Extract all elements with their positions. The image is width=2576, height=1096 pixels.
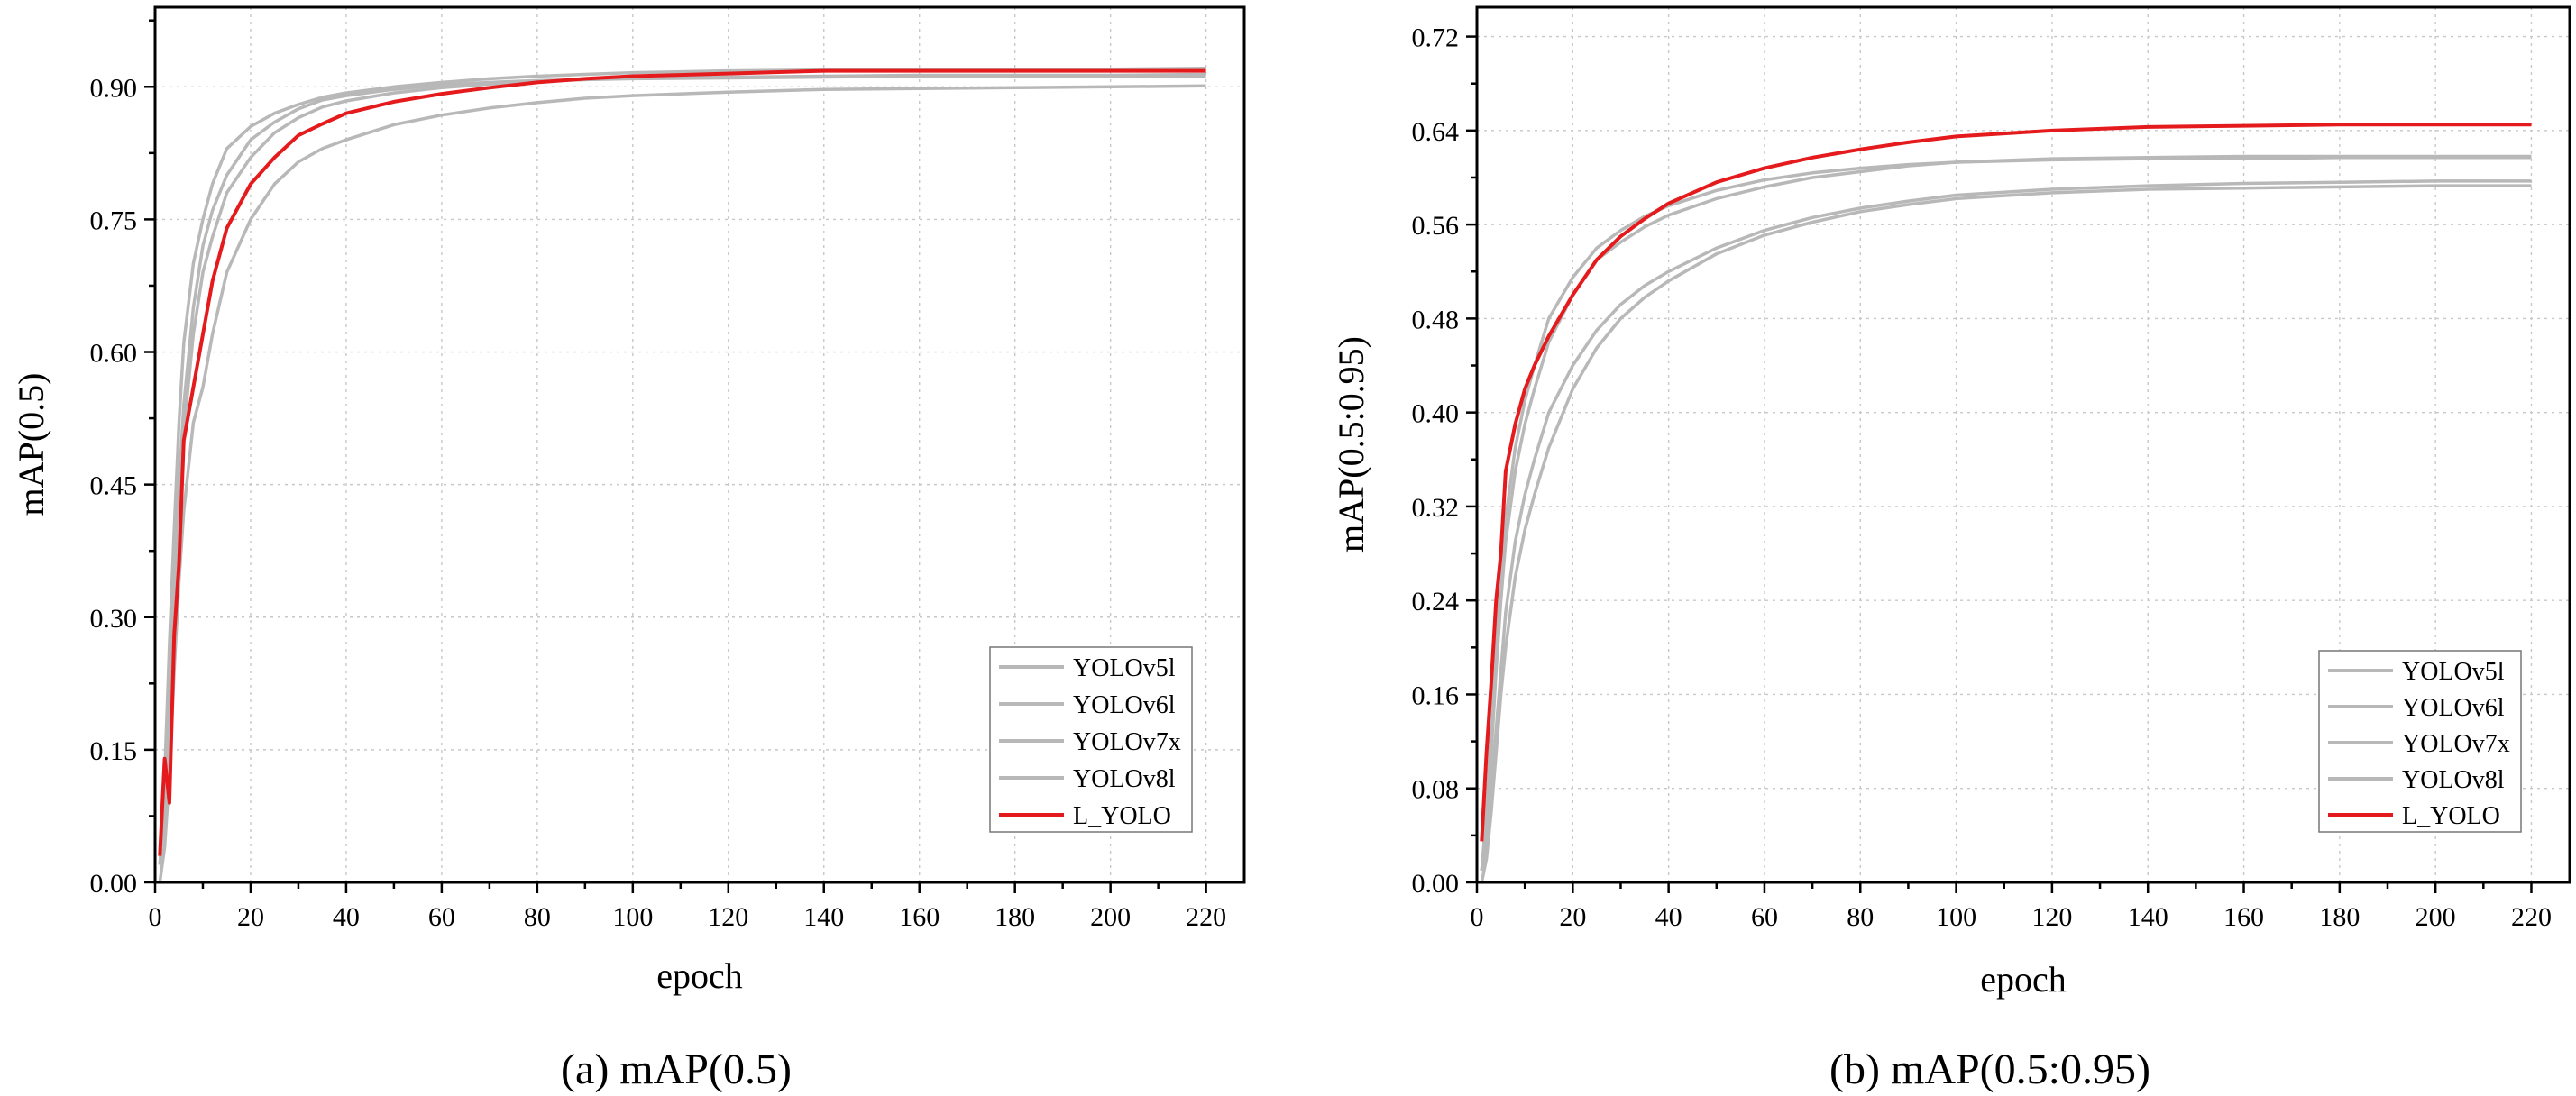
x-tick-label: 160 bbox=[2223, 902, 2264, 932]
y-tick-label: 0.60 bbox=[90, 339, 138, 369]
chart-panel-a: 0 20 40 60 80 100 120 140 160 180 200 220 0.00 0.15 0.… bbox=[11, 5, 1246, 1093]
x-tick-label: 120 bbox=[708, 902, 748, 932]
ticks-a: 0 20 40 60 80 100 120 140 160 180 200 220 0.00 0.15 0.… bbox=[90, 19, 1226, 932]
y-tick-label: 0.00 bbox=[90, 869, 138, 899]
x-axis-title-b: epoch bbox=[1980, 959, 2067, 1000]
x-tick-label: 60 bbox=[1751, 902, 1778, 932]
x-tick-label: 80 bbox=[1847, 902, 1874, 932]
y-tick-label: 0.90 bbox=[90, 73, 138, 103]
x-tick-label: 60 bbox=[428, 902, 455, 932]
x-tick-label: 140 bbox=[803, 902, 844, 932]
legend-label: YOLOv8l bbox=[1073, 765, 1176, 793]
x-tick-label: 100 bbox=[1936, 902, 1976, 932]
x-tick-label: 20 bbox=[1559, 902, 1586, 932]
x-tick-label: 180 bbox=[2319, 902, 2360, 932]
y-tick-label: 0.48 bbox=[1412, 305, 1460, 334]
x-tick-label: 80 bbox=[524, 902, 551, 932]
x-tick-label: 220 bbox=[1186, 902, 1226, 932]
plot-lines-a bbox=[158, 66, 1206, 883]
y-tick-label: 0.45 bbox=[90, 471, 138, 501]
x-tick-label: 200 bbox=[1090, 902, 1131, 932]
legend-label: YOLOv8l bbox=[2402, 766, 2505, 794]
legend-label: YOLOv5l bbox=[1073, 654, 1176, 682]
y-tick-label: 0.08 bbox=[1412, 775, 1460, 805]
ticks-b: 0 20 40 60 80 100 120 140 160 180 200 220 0.00 0.08 0.… bbox=[1412, 23, 2552, 932]
y-tick-label: 0.64 bbox=[1412, 117, 1460, 147]
y-tick-label: 0.72 bbox=[1412, 23, 1460, 53]
x-tick-label: 180 bbox=[995, 902, 1035, 932]
legend-b: YOLOv5l YOLOv6l YOLOv7x YOLOv8l L_YOLO bbox=[2318, 650, 2522, 833]
x-tick-label: 40 bbox=[1655, 902, 1682, 932]
x-tick-label: 40 bbox=[333, 902, 360, 932]
x-tick-label: 160 bbox=[899, 902, 940, 932]
plot-frame-a bbox=[153, 5, 1246, 884]
x-tick-label: 20 bbox=[237, 902, 264, 932]
legend-label: YOLOv6l bbox=[1073, 691, 1176, 719]
y-tick-label: 0.24 bbox=[1412, 587, 1460, 616]
x-tick-label: 120 bbox=[2031, 902, 2072, 932]
legend-label: L_YOLO bbox=[1073, 802, 1171, 830]
y-tick-label: 0.40 bbox=[1412, 399, 1460, 429]
series-line-yolov8l bbox=[1480, 179, 2532, 872]
legend-a: YOLOv5l YOLOv6l YOLOv7x YOLOv8l L_YOLO bbox=[989, 646, 1193, 833]
y-axis-title-a: mAP(0.5) bbox=[11, 373, 51, 516]
y-tick-label: 0.00 bbox=[1412, 869, 1460, 899]
x-axis-title-a: epoch bbox=[656, 955, 743, 996]
x-tick-label: 200 bbox=[2416, 902, 2456, 932]
x-tick-label: 0 bbox=[1471, 902, 1484, 932]
legend-label: YOLOv6l bbox=[2402, 694, 2505, 722]
y-tick-label: 0.16 bbox=[1412, 680, 1460, 710]
legend-label: L_YOLO bbox=[2402, 802, 2500, 830]
x-tick-label: 140 bbox=[2128, 902, 2168, 932]
y-tick-label: 0.32 bbox=[1412, 493, 1460, 523]
legend-label: YOLOv7x bbox=[2402, 730, 2510, 758]
caption-a: (a) mAP(0.5) bbox=[561, 1046, 792, 1093]
series-line-l-yolo bbox=[158, 68, 1206, 856]
x-tick-label: 100 bbox=[612, 902, 653, 932]
series-line-yolov6l bbox=[1480, 184, 2532, 883]
y-tick-label: 0.30 bbox=[90, 604, 138, 634]
plot-lines-b bbox=[1480, 123, 2532, 883]
y-tick-label: 0.56 bbox=[1412, 211, 1460, 241]
y-tick-label: 0.75 bbox=[90, 206, 138, 235]
series-line-yolov7x bbox=[1480, 156, 2532, 872]
plot-frame-b bbox=[1475, 5, 2571, 884]
legend-label: YOLOv5l bbox=[2402, 658, 2505, 686]
caption-b: (b) mAP(0.5:0.95) bbox=[1829, 1046, 2150, 1093]
legend-label: YOLOv7x bbox=[1073, 728, 1181, 756]
chart-panel-b: 0 20 40 60 80 100 120 140 160 180 200 220 0.00 0.08 0.… bbox=[1331, 5, 2571, 1093]
series-line-l-yolo bbox=[1480, 123, 2532, 842]
y-axis-title-b: mAP(0.5:0.95) bbox=[1331, 336, 1371, 553]
x-tick-label: 0 bbox=[149, 902, 162, 932]
y-tick-label: 0.15 bbox=[90, 736, 138, 766]
x-tick-label: 220 bbox=[2511, 902, 2552, 932]
grid-a bbox=[155, 7, 1244, 882]
